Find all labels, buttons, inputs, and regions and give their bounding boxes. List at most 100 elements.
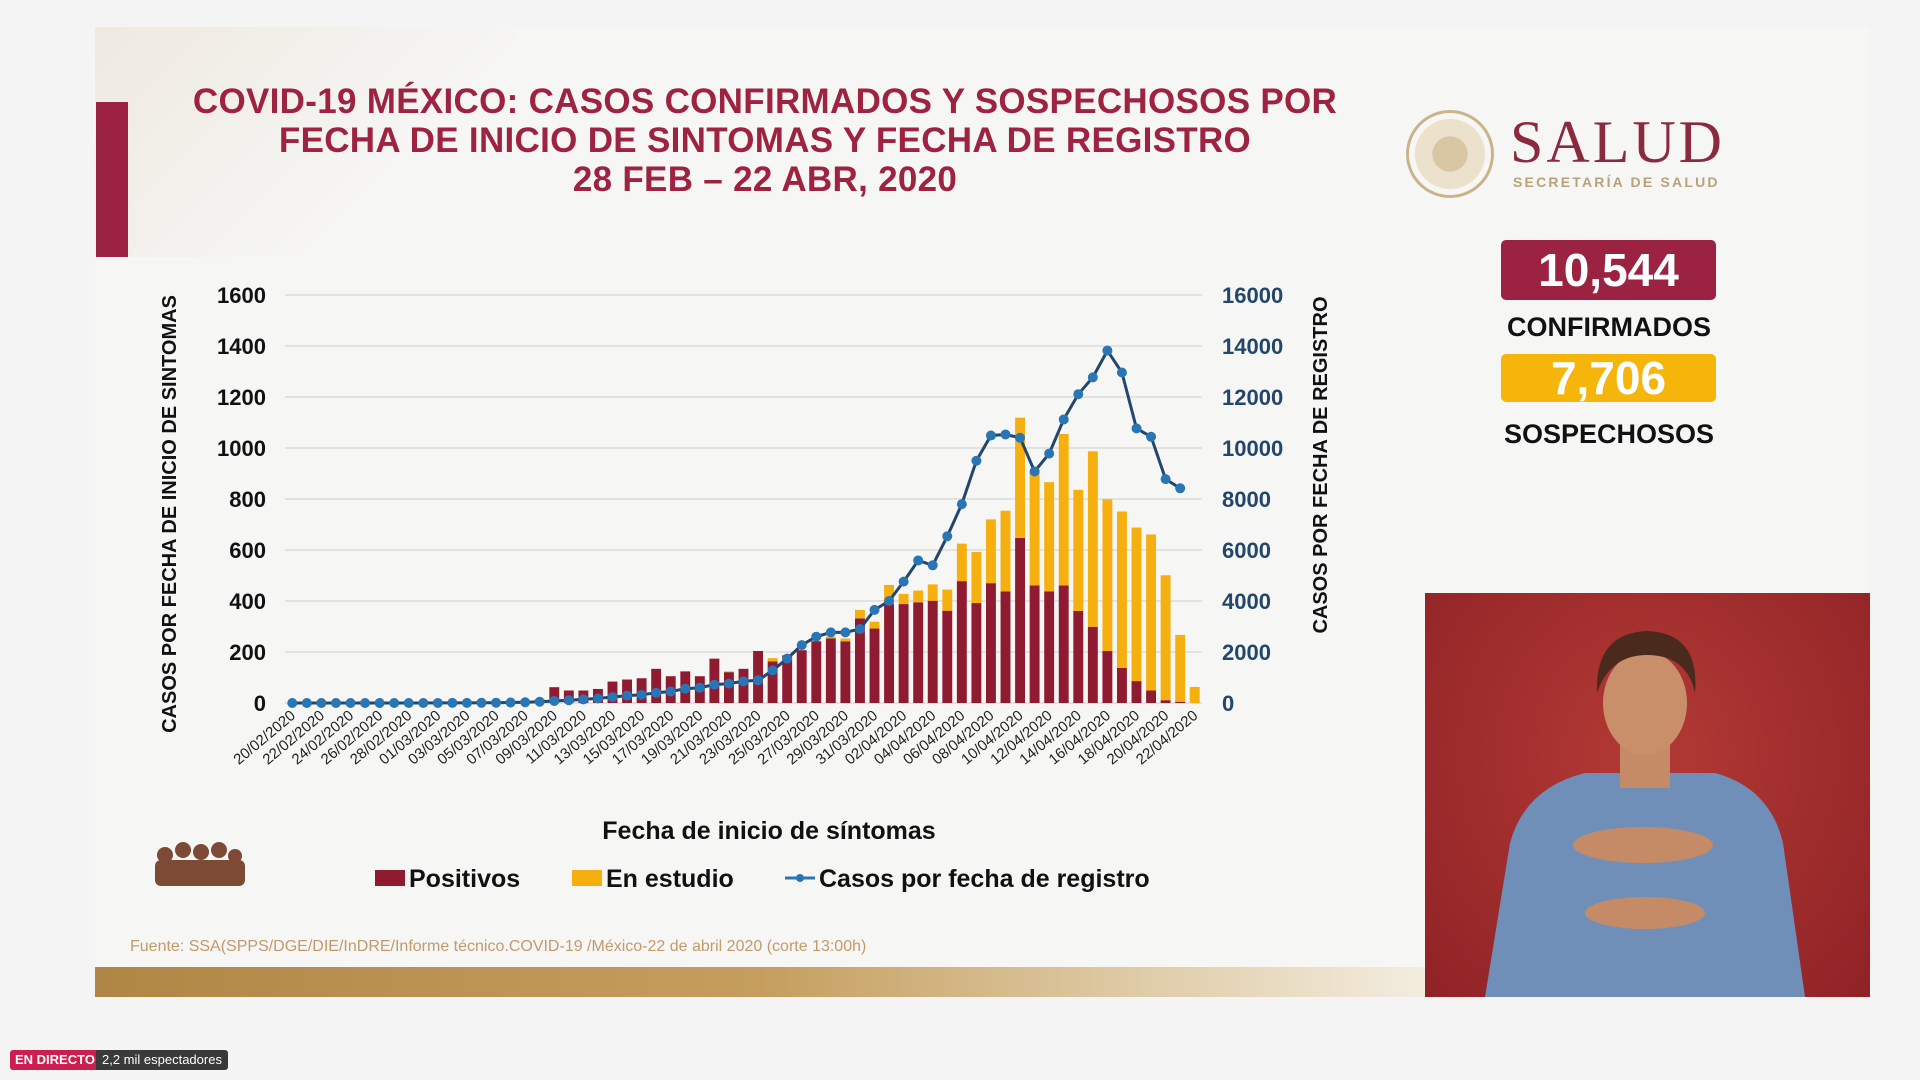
bar-positivos bbox=[913, 602, 924, 703]
bar-en-estudio bbox=[942, 589, 953, 611]
point-registro bbox=[709, 679, 720, 690]
bar-positivos bbox=[942, 610, 953, 703]
point-registro bbox=[811, 631, 822, 642]
bar-en-estudio bbox=[956, 543, 967, 582]
point-registro bbox=[665, 686, 676, 697]
bar-en-estudio bbox=[1116, 511, 1127, 668]
point-registro bbox=[694, 682, 705, 693]
bar-positivos bbox=[1160, 700, 1171, 703]
y2-tick-label: 12000 bbox=[1222, 385, 1283, 410]
y2-tick-label: 4000 bbox=[1222, 589, 1271, 614]
point-registro bbox=[287, 698, 298, 708]
point-registro bbox=[884, 596, 895, 606]
bar-positivos bbox=[825, 638, 836, 703]
point-registro bbox=[447, 697, 458, 708]
point-registro bbox=[913, 555, 924, 566]
point-registro bbox=[942, 531, 953, 542]
point-registro bbox=[1000, 429, 1011, 440]
point-registro bbox=[1146, 431, 1157, 442]
y2-tick-label: 10000 bbox=[1222, 436, 1283, 461]
y-tick-label: 400 bbox=[229, 589, 266, 614]
point-registro bbox=[1175, 483, 1186, 494]
bar-en-estudio bbox=[1131, 527, 1142, 682]
source-note: Fuente: SSA(SPPS/DGE/DIE/InDRE/Informe t… bbox=[130, 938, 867, 955]
suspected-count: 7,706 bbox=[1501, 354, 1716, 402]
bar-positivos bbox=[884, 604, 895, 703]
viewer-count: 2,2 mil espectadores bbox=[96, 1050, 228, 1070]
bar-en-estudio bbox=[985, 519, 996, 584]
point-registro bbox=[592, 693, 603, 704]
bar-en-estudio bbox=[767, 658, 778, 662]
point-registro bbox=[854, 624, 865, 635]
point-registro bbox=[520, 697, 531, 708]
point-registro bbox=[1073, 389, 1084, 400]
bar-en-estudio bbox=[1000, 510, 1011, 592]
national-seal-logo bbox=[1406, 110, 1494, 198]
live-badge: EN DIRECTO bbox=[10, 1050, 100, 1070]
sign-language-interpreter-video bbox=[1425, 593, 1870, 997]
bar-positivos bbox=[1000, 591, 1011, 703]
point-registro bbox=[607, 692, 618, 703]
point-registro bbox=[796, 640, 807, 651]
point-registro bbox=[1087, 372, 1098, 383]
bar-positivos bbox=[811, 641, 822, 703]
point-registro bbox=[651, 687, 662, 698]
y2-axis-title: CASOS POR FECHA DE REGISTRO bbox=[1310, 296, 1332, 633]
legend-swatch-positivos bbox=[375, 870, 405, 886]
bar-en-estudio bbox=[898, 593, 909, 605]
point-registro bbox=[476, 697, 487, 708]
bar-en-estudio bbox=[1102, 499, 1113, 651]
bar-en-estudio bbox=[1015, 417, 1026, 539]
bar-en-estudio bbox=[1146, 534, 1157, 691]
bar-en-estudio bbox=[825, 636, 836, 639]
y-tick-label: 1000 bbox=[217, 436, 266, 461]
point-registro bbox=[927, 560, 938, 571]
bar-positivos bbox=[782, 655, 793, 703]
bar-en-estudio bbox=[884, 584, 895, 605]
point-registro bbox=[1044, 448, 1055, 459]
point-registro bbox=[505, 697, 516, 708]
point-registro bbox=[1160, 474, 1171, 485]
y-tick-label: 800 bbox=[229, 487, 266, 512]
point-registro bbox=[680, 683, 691, 694]
bar-en-estudio bbox=[1087, 451, 1098, 627]
legend-swatch-en-estudio bbox=[572, 870, 602, 886]
bar-en-estudio bbox=[1175, 634, 1186, 702]
point-registro bbox=[636, 689, 647, 700]
point-registro bbox=[956, 499, 967, 510]
bar-positivos bbox=[1058, 585, 1069, 703]
y2-tick-label: 0 bbox=[1222, 691, 1234, 716]
y-axis-title: CASOS POR FECHA DE INICIO DE SINTOMAS bbox=[159, 295, 181, 733]
bar-positivos bbox=[1015, 538, 1026, 703]
point-registro bbox=[1116, 367, 1127, 378]
point-registro bbox=[389, 698, 400, 708]
bar-positivos bbox=[1116, 667, 1127, 703]
government-logo bbox=[155, 842, 245, 886]
point-registro bbox=[1102, 345, 1113, 356]
bar-positivos bbox=[898, 604, 909, 703]
bar-en-estudio bbox=[1029, 471, 1040, 586]
bar-en-estudio bbox=[1044, 482, 1055, 592]
bar-en-estudio bbox=[840, 638, 851, 642]
bar-positivos bbox=[1146, 690, 1157, 703]
point-registro bbox=[1131, 423, 1142, 434]
bar-positivos bbox=[1044, 591, 1055, 703]
bar-positivos bbox=[840, 641, 851, 703]
point-registro bbox=[767, 665, 778, 676]
bar-positivos bbox=[767, 661, 778, 703]
brand-subtitle: SECRETARÍA DE SALUD bbox=[1513, 174, 1720, 190]
point-registro bbox=[622, 690, 633, 701]
point-registro bbox=[723, 678, 734, 689]
brand-name: SALUD bbox=[1510, 109, 1726, 175]
y-tick-label: 1200 bbox=[217, 385, 266, 410]
bar-positivos bbox=[1087, 626, 1098, 703]
legend-label-en-estudio: En estudio bbox=[606, 865, 734, 893]
point-registro bbox=[345, 698, 356, 708]
bar-en-estudio bbox=[927, 584, 938, 601]
bar-en-estudio bbox=[1189, 686, 1200, 703]
chart-title-line-3: 28 FEB – 22 ABR, 2020 bbox=[572, 160, 958, 199]
bar-positivos bbox=[1131, 681, 1142, 703]
bar-en-estudio bbox=[723, 671, 734, 673]
point-registro bbox=[491, 697, 502, 708]
bar-positivos bbox=[1102, 650, 1113, 703]
